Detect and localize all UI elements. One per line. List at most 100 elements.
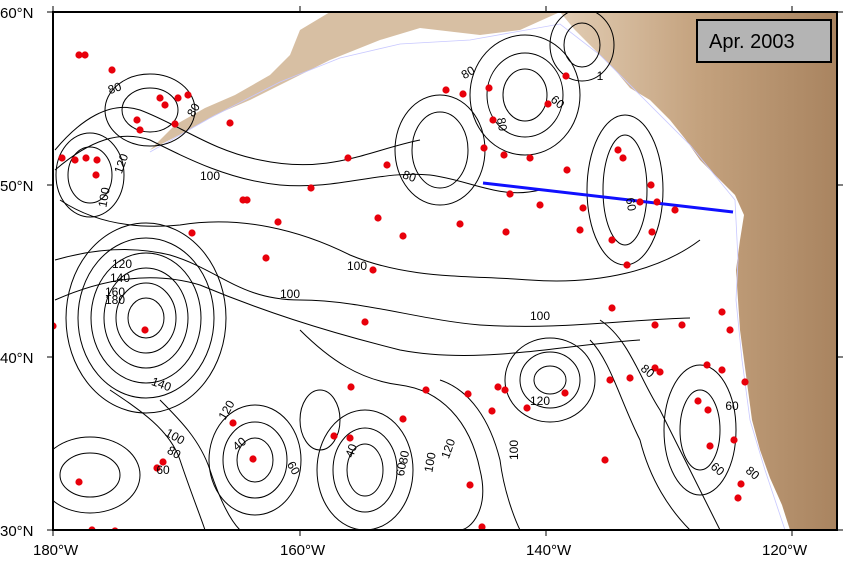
float-marker: [480, 144, 488, 152]
plot-frame: [52, 11, 838, 531]
contour-value-label: 80: [396, 449, 412, 465]
contour-line: [332, 427, 398, 513]
contour-line: [316, 409, 414, 530]
float-marker: [159, 458, 167, 466]
lon-label-120w: 120°W: [762, 542, 808, 559]
float-marker: [369, 266, 377, 274]
contour-value-label: 40: [342, 442, 360, 460]
contour-line: [53, 436, 141, 514]
float-marker: [346, 434, 354, 442]
contour-line: [236, 437, 274, 483]
float-marker: [626, 374, 634, 382]
float-marker: [608, 304, 616, 312]
contour-line: [549, 12, 615, 82]
contour-value-label: 100: [507, 440, 521, 460]
float-marker: [523, 404, 531, 412]
float-marker: [718, 308, 726, 316]
float-marker: [136, 126, 144, 134]
contour-value-label: 60: [725, 399, 739, 413]
float-marker: [718, 366, 726, 374]
float-marker: [442, 86, 450, 94]
contour-value-label: 80: [165, 443, 184, 462]
float-marker: [459, 90, 467, 98]
float-marker: [562, 72, 570, 80]
float-marker: [75, 51, 83, 59]
float-marker: [226, 119, 234, 127]
float-marker: [229, 419, 237, 427]
float-marker: [374, 214, 382, 222]
float-marker: [399, 415, 407, 423]
lon-label-160w: 160°W: [280, 542, 326, 559]
float-marker: [671, 206, 679, 214]
contour-line: [504, 337, 596, 423]
float-marker: [344, 154, 352, 162]
float-marker: [678, 321, 686, 329]
float-marker: [485, 84, 493, 92]
contour-value-label: 160: [105, 285, 125, 299]
date-label: Apr. 2003: [709, 31, 795, 53]
float-marker: [488, 407, 496, 415]
float-marker: [188, 229, 196, 237]
float-marker: [563, 166, 571, 174]
float-marker: [141, 326, 149, 334]
float-marker: [156, 94, 164, 102]
contour-value-label: 60: [156, 463, 170, 477]
float-marker: [694, 397, 702, 405]
float-marker: [651, 364, 659, 372]
float-markers: [53, 51, 749, 530]
contour-line: [59, 199, 701, 282]
float-marker: [489, 116, 497, 124]
float-marker: [171, 120, 179, 128]
float-marker: [243, 196, 251, 204]
float-marker: [536, 201, 544, 209]
date-label-box: [696, 19, 832, 63]
contour-line: [127, 297, 165, 339]
float-marker: [741, 378, 749, 386]
float-marker: [466, 481, 474, 489]
float-marker: [494, 383, 502, 391]
land-north-america: [560, 12, 837, 530]
float-marker: [737, 480, 745, 488]
contour-value-label: 140: [110, 271, 130, 285]
contour-value-label: 100: [95, 186, 112, 208]
float-marker: [579, 204, 587, 212]
contour-line: [159, 399, 241, 530]
float-marker: [544, 100, 552, 108]
float-marker: [58, 154, 66, 162]
float-marker: [161, 101, 169, 109]
contour-value-label: 120: [530, 394, 550, 408]
contour-value-label: 60: [623, 197, 639, 213]
float-marker: [501, 386, 509, 394]
land-alaska-peninsula: [150, 12, 560, 150]
float-marker: [383, 161, 391, 169]
contour-line: [502, 68, 548, 122]
float-marker: [648, 228, 656, 236]
contour-line: [67, 146, 113, 204]
float-marker: [651, 321, 659, 329]
contour-line: [679, 389, 721, 471]
contour-value-label: 140: [150, 374, 174, 394]
float-marker: [502, 228, 510, 236]
contour-value-label: 80: [494, 117, 510, 133]
float-marker: [606, 376, 614, 384]
float-marker: [706, 442, 714, 450]
float-marker: [456, 220, 464, 228]
contour-line: [103, 267, 189, 369]
contour-line: [59, 452, 121, 498]
float-marker: [478, 523, 486, 530]
float-marker: [174, 94, 182, 102]
float-marker: [93, 156, 101, 164]
float-marker: [619, 154, 627, 162]
contour-line: [208, 404, 302, 516]
contour-line: [65, 222, 227, 414]
contour-line: [299, 329, 484, 530]
axis-ticks: [47, 6, 843, 536]
contour-value-label: 80: [106, 79, 124, 97]
contour-line: [563, 22, 601, 68]
float-marker: [133, 116, 141, 124]
float-marker: [399, 232, 407, 240]
contour-line: [54, 249, 691, 327]
float-marker: [526, 154, 534, 162]
contour-value-label: 100: [200, 169, 220, 183]
